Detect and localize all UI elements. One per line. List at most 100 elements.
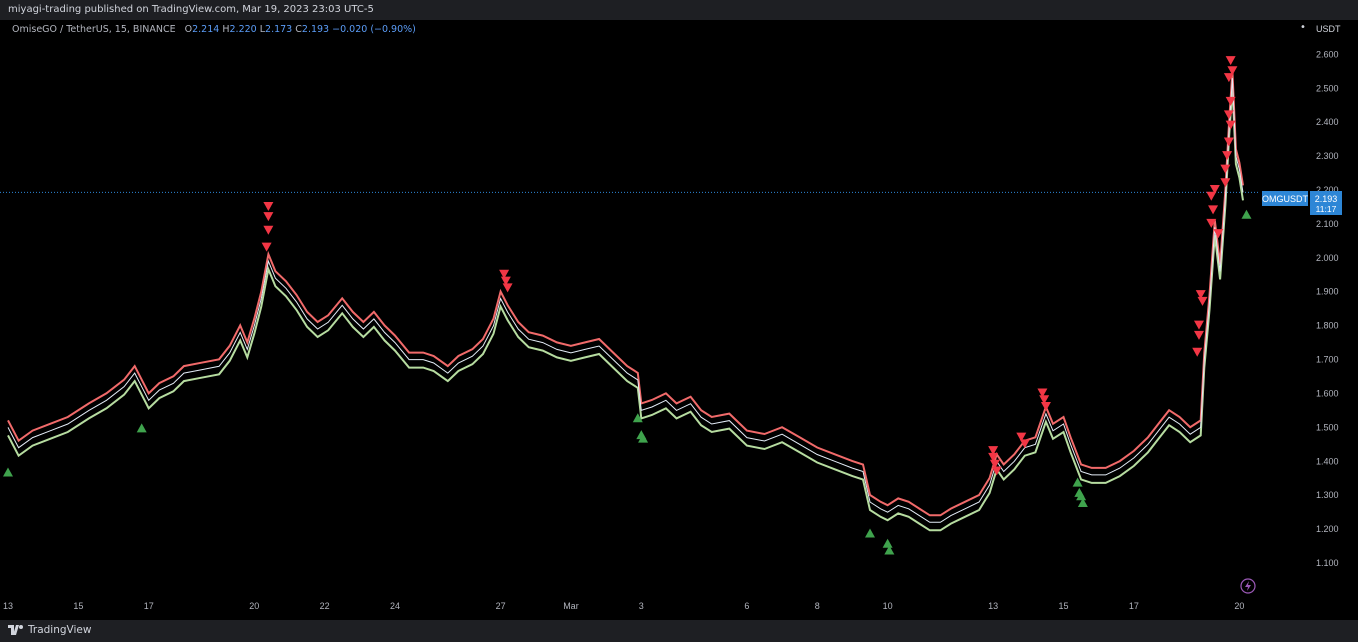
x-tick-label: 15 bbox=[73, 601, 83, 611]
sell-signal-marker bbox=[1040, 402, 1051, 412]
sell-signal-marker bbox=[1016, 432, 1027, 442]
y-tick-label: 2.400 bbox=[1316, 117, 1339, 127]
x-tick-label: 13 bbox=[988, 601, 998, 611]
price-axis: 2.600 2.500 2.400 2.300 2.200 2.100 2.000 1.900… bbox=[1316, 49, 1339, 568]
open-label: O bbox=[184, 24, 193, 35]
sell-signal-marker bbox=[1193, 330, 1204, 340]
publish-bar: miyagi-trading published on TradingView.… bbox=[0, 0, 1358, 20]
y-tick-label: 2.300 bbox=[1316, 151, 1339, 161]
sell-signal-marker bbox=[1193, 320, 1204, 330]
sell-signal-marker bbox=[1208, 205, 1219, 215]
y-tick-label: 1.400 bbox=[1316, 456, 1339, 466]
bar-countdown: 11:17 bbox=[1316, 204, 1337, 214]
sell-signal-marker bbox=[988, 446, 999, 456]
x-tick-label: 20 bbox=[1234, 601, 1244, 611]
y-tick-label: 1.600 bbox=[1316, 388, 1339, 398]
high-value: 2.220 bbox=[229, 24, 257, 35]
sell-signal-marker bbox=[1019, 439, 1030, 449]
sell-signal-marker bbox=[1227, 66, 1238, 76]
x-tick-label: 17 bbox=[144, 601, 154, 611]
price-tag-bg bbox=[1310, 191, 1342, 215]
sell-signal-marker bbox=[500, 276, 511, 286]
buy-signal-marker bbox=[638, 433, 649, 443]
x-tick-label: Mar bbox=[563, 601, 579, 611]
open-value: 2.214 bbox=[192, 24, 220, 35]
close-label: C bbox=[295, 24, 302, 35]
more-icon[interactable]: • bbox=[1300, 22, 1307, 33]
buy-signal-marker bbox=[1076, 491, 1087, 501]
sell-signal-marker bbox=[1195, 290, 1206, 300]
buy-signal-marker bbox=[136, 423, 147, 433]
price-line bbox=[7, 78, 1244, 523]
buy-signals bbox=[3, 209, 1252, 555]
brand[interactable]: TradingView bbox=[8, 624, 91, 636]
sell-signal-marker bbox=[499, 269, 510, 279]
y-tick-label: 1.700 bbox=[1316, 355, 1339, 365]
brand-name: TradingView bbox=[28, 624, 92, 636]
buy-signal-marker bbox=[632, 413, 643, 423]
x-tick-label: 15 bbox=[1059, 601, 1069, 611]
x-tick-label: 17 bbox=[1129, 601, 1139, 611]
footer-bar: TradingView bbox=[0, 620, 1358, 642]
x-tick-label: 6 bbox=[744, 601, 749, 611]
sell-signal-marker bbox=[261, 242, 272, 252]
x-tick-label: 20 bbox=[249, 601, 259, 611]
buy-signal-marker bbox=[1072, 477, 1083, 487]
sell-signal-marker bbox=[1222, 151, 1233, 161]
ohlc-values: O2.214 H2.220 L2.173 C2.193 −0.020 (−0.9… bbox=[185, 24, 416, 35]
sell-signal-marker bbox=[502, 283, 513, 293]
sell-signal-marker bbox=[1039, 395, 1050, 405]
y-tick-label: 2.000 bbox=[1316, 253, 1339, 263]
buy-signal-marker bbox=[1077, 498, 1088, 507]
sell-signal-marker bbox=[263, 225, 274, 235]
price-tag: OMGUSDT 2.193 11:17 bbox=[1262, 191, 1342, 215]
close-value: 2.193 bbox=[301, 24, 330, 35]
buy-signal-marker bbox=[1241, 209, 1252, 219]
sell-signal-marker bbox=[263, 201, 274, 211]
price-chart[interactable]: 2.600 2.500 2.400 2.300 2.200 2.100 2.000 1.900… bbox=[0, 20, 1358, 620]
sell-signal-marker bbox=[1225, 56, 1236, 66]
publisher-text: miyagi-trading published on TradingView.… bbox=[8, 4, 374, 15]
x-tick-label: 10 bbox=[883, 601, 893, 611]
y-tick-label: 2.100 bbox=[1316, 219, 1339, 229]
sell-signal-marker bbox=[991, 466, 1002, 476]
sell-signal-marker bbox=[1192, 347, 1203, 357]
sell-signal-marker bbox=[263, 212, 274, 222]
sell-signal-marker bbox=[1223, 110, 1234, 120]
buy-signal-marker bbox=[865, 528, 876, 538]
low-label: L bbox=[259, 24, 266, 35]
lower-band-line bbox=[7, 86, 1244, 532]
y-tick-label: 2.200 bbox=[1316, 185, 1339, 195]
symbol-name[interactable]: OmiseGO / TetherUS, 15, BINANCE bbox=[12, 24, 176, 35]
sell-signal-marker bbox=[1037, 388, 1048, 398]
y-tick-label: 1.100 bbox=[1316, 558, 1339, 568]
sell-signal-marker bbox=[1206, 191, 1217, 201]
sell-signal-marker bbox=[1223, 73, 1234, 83]
x-tick-label: 8 bbox=[815, 601, 820, 611]
sell-signal-marker bbox=[1220, 178, 1231, 188]
low-value: 2.173 bbox=[265, 24, 293, 35]
x-tick-label: 24 bbox=[390, 601, 400, 611]
ticker-tag-bg bbox=[1262, 191, 1308, 206]
change-value: −0.020 (−0.90%) bbox=[332, 24, 416, 35]
x-tick-label: 27 bbox=[496, 601, 506, 611]
high-label: H bbox=[222, 24, 230, 35]
sell-signal-marker bbox=[988, 452, 999, 462]
ticker-tag: OMGUSDT bbox=[1262, 194, 1309, 204]
sell-signal-marker bbox=[1220, 164, 1231, 174]
x-tick-label: 3 bbox=[639, 601, 644, 611]
sell-signal-marker bbox=[989, 459, 1000, 469]
price-tag-value: 2.193 bbox=[1315, 194, 1338, 204]
tradingview-logo-icon bbox=[8, 625, 23, 635]
sell-signal-marker bbox=[1225, 96, 1236, 106]
y-tick-label: 1.300 bbox=[1316, 490, 1339, 500]
symbol-legend[interactable]: OmiseGO / TetherUS, 15, BINANCE O2.214 H… bbox=[12, 24, 416, 35]
sell-signal-marker bbox=[1223, 137, 1234, 147]
lightning-icon[interactable] bbox=[1240, 578, 1256, 594]
sell-signal-marker bbox=[1206, 218, 1217, 228]
y-tick-label: 2.500 bbox=[1316, 83, 1339, 93]
buy-signal-marker bbox=[884, 545, 895, 555]
upper-band-line bbox=[7, 71, 1244, 517]
sell-signal-marker bbox=[1197, 296, 1208, 306]
price-axis-unit: USDT bbox=[1316, 24, 1341, 34]
